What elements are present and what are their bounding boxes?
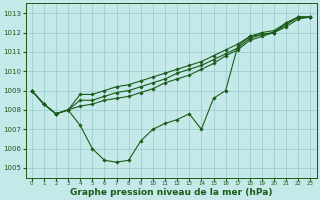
X-axis label: Graphe pression niveau de la mer (hPa): Graphe pression niveau de la mer (hPa) <box>70 188 272 197</box>
